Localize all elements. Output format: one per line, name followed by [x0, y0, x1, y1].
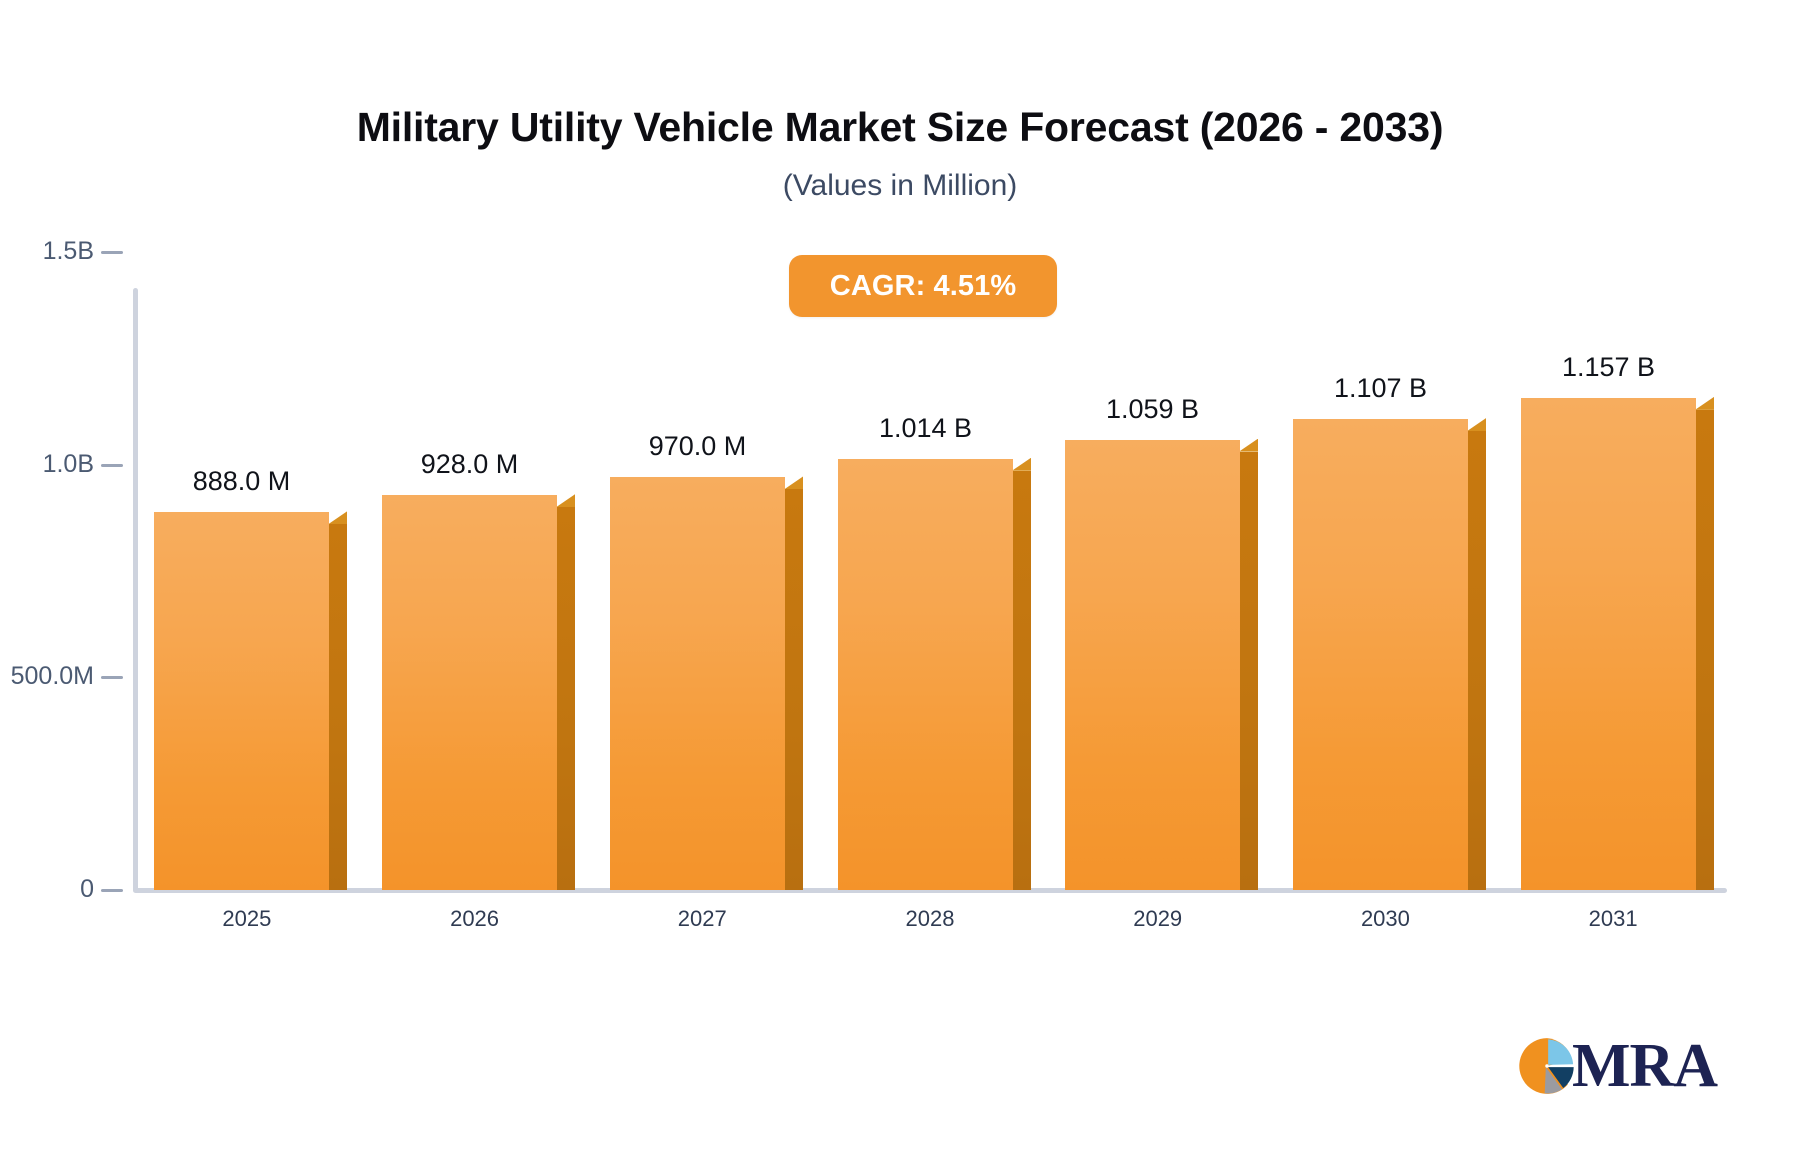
- bar[interactable]: [154, 511, 347, 890]
- bar-value-label: 970.0 M: [648, 431, 747, 462]
- bar[interactable]: [1065, 438, 1258, 890]
- bar-side-face: [1467, 431, 1486, 890]
- bar-value-label: 1.014 B: [878, 412, 973, 443]
- x-axis-label: 2029: [1133, 906, 1183, 931]
- bar-top-facet: [1239, 438, 1258, 452]
- bar[interactable]: [1521, 396, 1714, 890]
- bar-value-label: 1.059 B: [1105, 393, 1200, 424]
- bar[interactable]: [610, 476, 803, 890]
- bar-side-face: [1012, 470, 1031, 890]
- bar-front-face: [1065, 439, 1240, 890]
- y-tick-dash: [101, 676, 123, 680]
- bar[interactable]: [1293, 418, 1486, 890]
- page-title: Military Utility Vehicle Market Size For…: [356, 104, 1444, 150]
- bar-side-face: [328, 524, 347, 890]
- y-tick-label: 500.0M: [10, 662, 94, 691]
- cagr-badge-label: CAGR: 4.51%: [829, 269, 1017, 302]
- logo-wordmark: MRA: [1572, 1032, 1718, 1100]
- bar-front-face: [382, 495, 557, 890]
- bar-front-face: [610, 477, 785, 890]
- bar[interactable]: [382, 494, 575, 890]
- bar-side-face: [1239, 451, 1258, 890]
- x-axis-line: [133, 888, 1727, 893]
- cagr-badge: CAGR: 4.51%: [789, 255, 1057, 317]
- bar-front-face: [154, 512, 329, 890]
- y-tick-dash: [101, 463, 123, 467]
- y-axis-line: [133, 288, 138, 892]
- y-tick-label: 0: [80, 875, 94, 903]
- bar-value-label: 1.107 B: [1333, 373, 1428, 404]
- x-axis-label: 2025: [222, 906, 272, 931]
- pie-chart-icon: [1519, 1038, 1574, 1094]
- bar-front-face: [1521, 397, 1696, 890]
- bar-top-facet: [328, 511, 347, 525]
- x-axis-label: 2028: [905, 906, 955, 931]
- y-tick-label: 1.0B: [42, 449, 94, 478]
- bar-value-label: 888.0 M: [192, 466, 291, 497]
- mra-logo: MRA: [1518, 1032, 1718, 1100]
- bar-top-facet: [1012, 457, 1031, 471]
- y-tick-dash: [101, 889, 123, 892]
- bar-value-label: 928.0 M: [420, 449, 519, 480]
- x-axis-label: 2027: [677, 906, 727, 931]
- bar-side-face: [556, 507, 575, 890]
- bar-side-face: [1695, 409, 1714, 890]
- bar-value-label: 1.157 B: [1561, 351, 1656, 382]
- bar-top-facet: [1467, 418, 1486, 432]
- bar-side-face: [784, 489, 803, 890]
- bar-top-facet: [556, 494, 575, 508]
- bar-front-face: [1293, 419, 1468, 890]
- x-axis-label: 2031: [1588, 906, 1638, 931]
- y-tick-label: 1.5B: [42, 237, 94, 265]
- bar-front-face: [838, 458, 1013, 890]
- y-tick-dash: [101, 251, 123, 254]
- bar-top-facet: [1695, 396, 1714, 410]
- x-axis-label: 2030: [1360, 906, 1410, 931]
- chart-subtitle: (Values in Million): [782, 169, 1018, 202]
- bar[interactable]: [838, 457, 1031, 890]
- bar-top-facet: [784, 476, 803, 490]
- x-axis-label: 2026: [450, 906, 500, 931]
